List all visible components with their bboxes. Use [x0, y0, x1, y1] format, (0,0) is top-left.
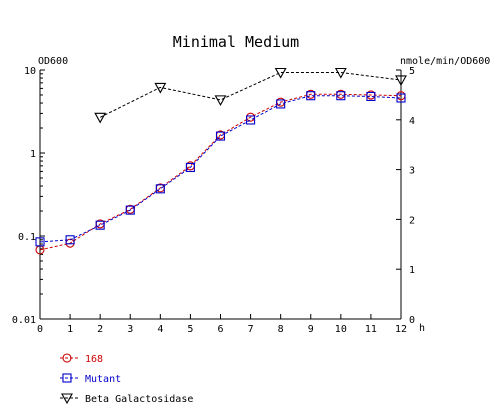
data-point-mutant [276, 99, 286, 109]
data-point-mutant [336, 91, 346, 101]
right-tick-label: 2 [409, 215, 415, 226]
right-axis-ticks: 0 1 2 3 4 5 [396, 66, 415, 326]
x-tick-label: 12 [395, 324, 407, 335]
data-point-mutant [65, 235, 75, 245]
chart-title: Minimal Medium [173, 33, 299, 51]
x-tick-label: 3 [127, 324, 133, 335]
series-layer [35, 67, 407, 255]
data-point-mutant [366, 91, 376, 102]
data-point-beta-galactosidase [214, 95, 227, 107]
legend-label: 168 [85, 354, 103, 365]
legend-marker [62, 373, 72, 383]
data-point-mutant [215, 131, 226, 141]
legend: 168 Mutant Beta Galactosidase [60, 353, 193, 405]
data-point-beta-galactosidase [395, 75, 407, 87]
x-tick-label: 6 [217, 324, 223, 335]
data-point-mutant [155, 184, 165, 194]
data-point-beta-galactosidase [154, 82, 167, 94]
legend-label: Mutant [85, 374, 121, 385]
legend-marker [61, 393, 73, 405]
x-tick-label: 9 [308, 324, 314, 335]
legend-label: Beta Galactosidase [85, 394, 193, 405]
x-tick-label: 5 [187, 324, 193, 335]
legend-marker [62, 353, 72, 363]
x-tick-label: 10 [335, 324, 347, 335]
data-point-mutant [35, 237, 45, 247]
data-point-mutant [246, 115, 256, 125]
data-point-mutant [306, 91, 316, 101]
right-axis-label: nmole/min/OD600 [400, 56, 490, 67]
data-point-beta-galactosidase [334, 67, 347, 79]
left-tick-label: 0.01 [12, 315, 36, 326]
x-tick-label: 4 [157, 324, 163, 335]
right-tick-label: 4 [409, 116, 415, 127]
data-point-mutant [396, 93, 406, 103]
data-point-mutant [95, 220, 105, 230]
right-tick-label: 0 [409, 315, 415, 326]
left-tick-label: 1 [30, 149, 36, 160]
series-line-beta-galactosidase [99, 72, 402, 118]
x-axis-ticks: 0 1 2 3 4 5 6 7 8 9 10 11 12 [37, 314, 407, 335]
left-axis-ticks: 10 1 0.1 0.01 [12, 66, 45, 326]
x-tick-label: 11 [365, 324, 377, 335]
left-axis-label: OD600 [38, 56, 68, 67]
series-line-168 [39, 93, 402, 251]
data-point-mutant [125, 205, 135, 215]
data-point-mutant [185, 162, 195, 172]
data-point-beta-galactosidase [94, 112, 107, 124]
series-line-mutant [39, 95, 402, 243]
x-tick-label: 0 [37, 324, 43, 335]
x-tick-label: 7 [248, 324, 254, 335]
x-tick-label: 2 [97, 324, 103, 335]
right-tick-label: 5 [409, 66, 415, 77]
right-tick-label: 1 [409, 265, 415, 276]
x-tick-label: 8 [278, 324, 284, 335]
right-tick-label: 3 [409, 166, 415, 177]
data-point-beta-galactosidase [274, 67, 287, 79]
x-tick-label: 1 [67, 324, 73, 335]
left-tick-label: 10 [24, 66, 36, 77]
left-tick-label: 0.1 [18, 232, 36, 243]
x-axis-label: h [419, 323, 425, 334]
